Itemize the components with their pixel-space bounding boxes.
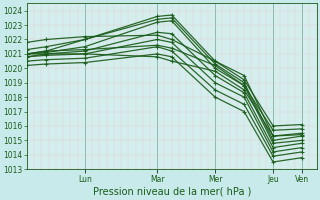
X-axis label: Pression niveau de la mer( hPa ): Pression niveau de la mer( hPa )	[92, 187, 251, 197]
